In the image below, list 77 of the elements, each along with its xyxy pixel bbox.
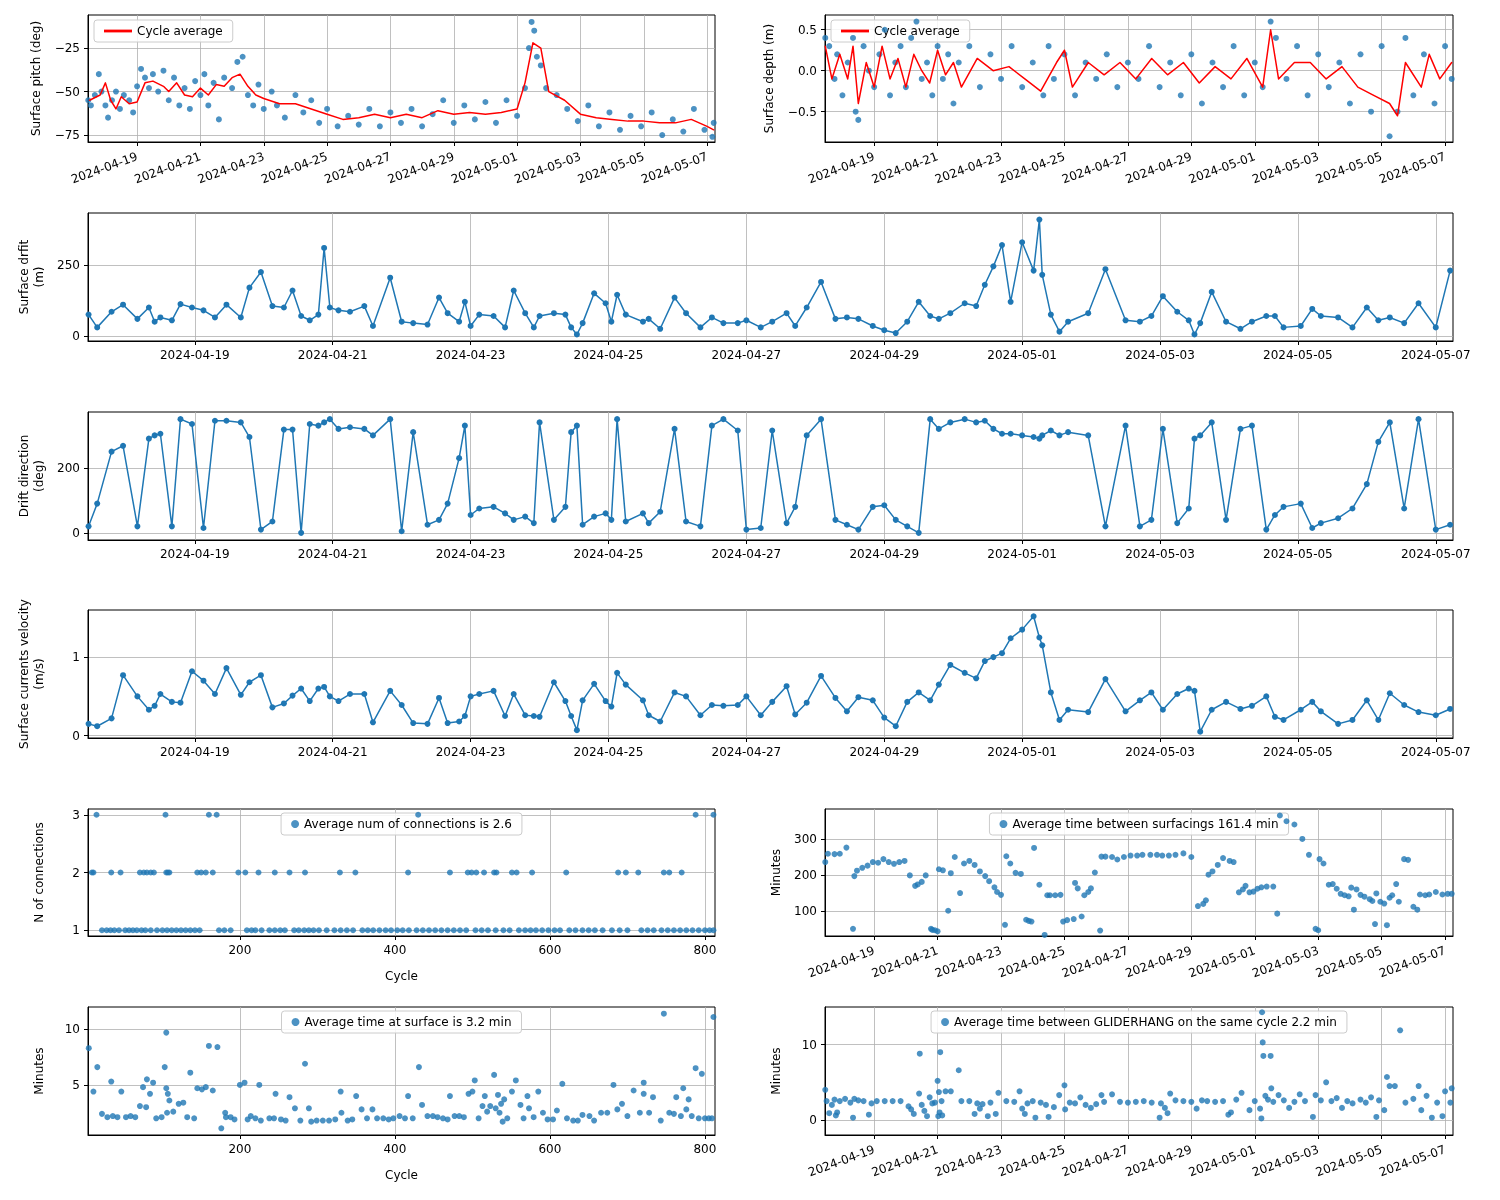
- y-tick-label: 5: [72, 1077, 80, 1092]
- y-axis-title: N of connections: [31, 822, 46, 923]
- x-tick-label: 2024-04-23: [435, 745, 506, 759]
- y-tick-label: 200: [794, 868, 817, 883]
- x-tick-label: 2024-05-05: [1263, 547, 1333, 561]
- x-tick-label: 800: [693, 943, 717, 957]
- x-tick-label: 2024-04-21: [297, 547, 368, 561]
- x-tick-label: 400: [383, 943, 407, 957]
- x-tick-label: 2024-05-03: [1125, 745, 1195, 759]
- x-tick-label: 2024-04-29: [849, 348, 920, 362]
- y-tick-label: 0: [72, 525, 80, 540]
- y-tick-label: 2: [72, 865, 80, 880]
- x-tick-label: 600: [538, 1142, 562, 1156]
- y-tick-label: 300: [794, 831, 817, 846]
- x-tick-label: 2024-05-01: [987, 348, 1057, 362]
- legend-label: Cycle average: [874, 24, 960, 38]
- x-tick-label: 2024-04-25: [573, 745, 644, 759]
- x-tick-label: 2024-04-21: [297, 348, 368, 362]
- x-tick-label: 2024-04-21: [297, 745, 368, 759]
- y-tick-label: 0: [72, 328, 80, 343]
- x-axis-title: Cycle: [385, 968, 418, 983]
- y-tick-label: −75: [54, 128, 80, 143]
- y-tick-label: 0: [72, 728, 80, 743]
- x-tick-label: 2024-05-03: [1125, 348, 1195, 362]
- x-tick-label: 200: [228, 943, 252, 957]
- y-tick-label: 10: [64, 1022, 80, 1037]
- x-tick-label: 2024-05-07: [1400, 348, 1471, 362]
- y-tick-label: 3: [72, 807, 80, 822]
- y-tick-label: −50: [54, 84, 80, 99]
- y-tick-label: 0.0: [797, 63, 817, 78]
- legend-label: Average time between GLIDERHANG on the same cycle 2.2 min: [954, 1015, 1337, 1029]
- y-tick-label: 200: [57, 460, 80, 475]
- x-tick-label: 600: [538, 943, 562, 957]
- x-tick-label: 2024-04-27: [711, 348, 782, 362]
- y-tick-label: 100: [794, 904, 817, 919]
- y-tick-label: 1: [72, 650, 80, 665]
- legend-label: Cycle average: [137, 24, 223, 38]
- x-tick-label: 2024-05-05: [1263, 348, 1333, 362]
- x-tick-label: 2024-05-07: [1400, 547, 1471, 561]
- x-tick-label: 2024-04-25: [573, 348, 644, 362]
- y-tick-label: 0.5: [797, 22, 817, 37]
- legend-label: Average time at surface is 3.2 min: [304, 1015, 512, 1029]
- y-tick-label: 1: [72, 923, 80, 938]
- y-tick-label: −0.5: [787, 104, 817, 119]
- x-tick-label: 2024-04-29: [849, 745, 920, 759]
- x-tick-label: 2024-05-01: [987, 547, 1057, 561]
- y-tick-label: 10: [801, 1037, 817, 1052]
- legend-label: Average time between surfacings 161.4 min: [1012, 817, 1279, 831]
- y-axis-title: Surface currents velocity (m/s): [16, 599, 46, 749]
- y-axis-title: Drift direction (deg): [16, 434, 46, 518]
- y-axis-title: Surface pitch (deg): [29, 20, 44, 137]
- x-tick-label: 2024-04-25: [573, 547, 644, 561]
- x-tick-label: 2024-04-19: [159, 547, 230, 561]
- legend-label: Average num of connections is 2.6: [304, 817, 512, 831]
- x-tick-label: 2024-04-19: [159, 348, 230, 362]
- x-axis-title: Cycle: [385, 1167, 418, 1182]
- x-tick-label: 200: [228, 1142, 252, 1156]
- x-tick-label: 800: [693, 1142, 717, 1156]
- x-tick-label: 2024-04-29: [849, 547, 920, 561]
- x-tick-label: 2024-04-23: [435, 547, 506, 561]
- x-tick-label: 2024-04-27: [711, 547, 782, 561]
- y-tick-label: 0: [809, 1112, 817, 1127]
- x-tick-label: 400: [383, 1142, 407, 1156]
- y-axis-title: Minutes: [768, 1047, 783, 1095]
- x-tick-label: 2024-05-05: [1263, 745, 1333, 759]
- x-tick-label: 2024-04-23: [435, 348, 506, 362]
- x-tick-label: 2024-04-19: [159, 745, 230, 759]
- x-tick-label: 2024-05-03: [1125, 547, 1195, 561]
- y-tick-label: −25: [54, 41, 80, 56]
- y-tick-label: 250: [57, 257, 80, 272]
- x-tick-label: 2024-05-01: [987, 745, 1057, 759]
- x-tick-label: 2024-04-27: [711, 745, 782, 759]
- y-axis-title: Minutes: [768, 848, 783, 897]
- x-tick-label: 2024-05-07: [1400, 745, 1471, 759]
- y-axis-title: Surface drfit (m): [16, 239, 46, 315]
- y-axis-title: Minutes: [31, 1047, 46, 1095]
- y-axis-title: Surface depth (m): [762, 23, 777, 134]
